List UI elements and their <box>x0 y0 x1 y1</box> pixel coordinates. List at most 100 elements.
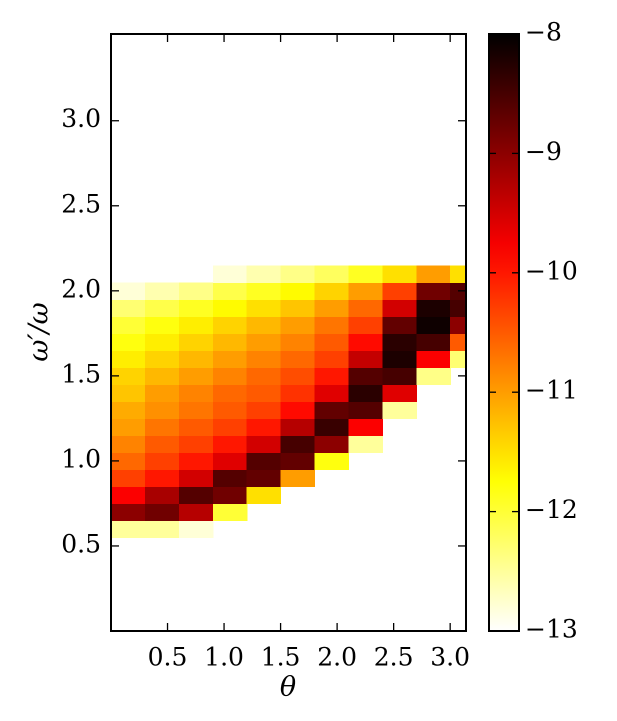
x-tick-label: 2.0 <box>317 643 357 672</box>
heatmap-cell <box>416 350 451 368</box>
heatmap-cell <box>144 401 180 419</box>
heatmap-cell <box>246 469 282 488</box>
heatmap-cell <box>111 282 146 300</box>
heatmap-cell <box>314 435 350 454</box>
heatmap-cell <box>178 316 214 334</box>
heatmap-cell <box>246 316 282 334</box>
heatmap-cell <box>382 316 417 334</box>
y-tick-label: 2.0 <box>61 274 101 303</box>
heatmap-cell <box>212 333 248 351</box>
heatmap-cell <box>144 367 180 385</box>
heatmap-cell <box>348 316 383 334</box>
heatmap-cell <box>178 503 214 522</box>
heatmap-cell <box>450 316 466 334</box>
heatmap-cell <box>144 520 180 539</box>
heatmap-cell <box>246 401 282 419</box>
heatmap-cell <box>450 350 466 368</box>
heatmap-cell <box>348 401 383 419</box>
heatmap-cell <box>280 265 316 283</box>
heatmap-cell <box>111 503 146 522</box>
heatmap-cell <box>212 384 248 402</box>
heatmap-cell <box>280 384 316 402</box>
colorbar-tick-label: −10 <box>525 256 578 285</box>
heatmap-cell <box>280 452 316 471</box>
heatmap-cell <box>144 384 180 402</box>
heatmap-cell <box>280 401 316 419</box>
heatmap-cell <box>382 401 417 419</box>
heatmap-cell <box>178 469 214 488</box>
heatmap-cell <box>178 452 214 471</box>
heatmap-cell <box>280 469 316 488</box>
heatmap-cell <box>144 350 180 368</box>
heatmap-cell <box>246 418 282 437</box>
x-tick-label: 2.5 <box>374 643 414 672</box>
heatmap-cell <box>416 265 451 283</box>
colorbar-tick-label: −11 <box>525 376 578 405</box>
colorbar-tick-label: −13 <box>525 615 578 644</box>
heatmap-cell <box>212 299 248 317</box>
heatmap-cell <box>314 452 350 471</box>
heatmap-cell <box>314 401 350 419</box>
heatmap-cell <box>416 333 451 351</box>
heatmap-cell <box>314 282 350 300</box>
heatmap-cell <box>111 316 146 334</box>
heatmap-cell <box>144 469 180 488</box>
x-axis-title: θ <box>280 672 296 703</box>
heatmap-cell <box>280 367 316 385</box>
heatmap-cell <box>246 384 282 402</box>
heatmap-cell <box>212 316 248 334</box>
heatmap-cell <box>246 452 282 471</box>
heatmap-cell <box>382 350 417 368</box>
heatmap-cell <box>212 469 248 488</box>
heatmap-cell <box>246 367 282 385</box>
heatmap-cell <box>382 265 417 283</box>
heatmap-cell <box>280 418 316 437</box>
heatmap-cell <box>144 333 180 351</box>
heatmap-cell <box>314 265 350 283</box>
heatmap-cell <box>144 452 180 471</box>
heatmap-cell <box>212 350 248 368</box>
heatmap-cell <box>314 418 350 437</box>
heatmap-cell <box>212 282 248 300</box>
y-tick-label: 0.5 <box>61 529 101 558</box>
heatmap-cell <box>382 367 417 385</box>
heatmap-cell <box>314 384 350 402</box>
heatmap-cell <box>178 435 214 454</box>
heatmap-cell <box>212 401 248 419</box>
heatmap-cell <box>212 418 248 437</box>
heatmap-cell <box>382 299 417 317</box>
heatmap-cell <box>178 486 214 505</box>
y-tick-label: 3.0 <box>61 104 101 133</box>
heatmap-cell <box>144 316 180 334</box>
heatmap-cell <box>212 452 248 471</box>
heatmap-cell <box>314 316 350 334</box>
heatmap-cell <box>348 333 383 351</box>
heatmap-cell <box>416 299 451 317</box>
heatmap-cell <box>111 435 146 454</box>
heatmap-cell <box>314 350 350 368</box>
heatmap-cell <box>314 367 350 385</box>
x-tick-label: 1.0 <box>204 643 244 672</box>
heatmap-cell <box>382 333 417 351</box>
colorbar-tick-label: −9 <box>525 137 562 166</box>
heatmap-cell <box>212 503 248 522</box>
heatmap-cell <box>416 282 451 300</box>
heatmap-cell <box>178 520 214 539</box>
heatmap-cell <box>348 282 383 300</box>
heatmap-cell <box>450 265 466 283</box>
heatmap-cell <box>144 486 180 505</box>
heatmap-cell <box>246 486 282 505</box>
heatmap-cell <box>416 367 451 385</box>
heatmap-cell <box>246 350 282 368</box>
heatmap-cell <box>111 333 146 351</box>
heatmap-cell <box>246 435 282 454</box>
heatmap-cell <box>111 469 146 488</box>
x-tick-label: 3.0 <box>430 643 470 672</box>
y-tick-label: 2.5 <box>61 189 101 218</box>
heatmap-cell <box>348 265 383 283</box>
heatmap-cell <box>348 384 383 402</box>
plot-frame <box>110 33 467 632</box>
y-tick-label: 1.5 <box>61 359 101 388</box>
x-tick-label: 1.5 <box>261 643 301 672</box>
